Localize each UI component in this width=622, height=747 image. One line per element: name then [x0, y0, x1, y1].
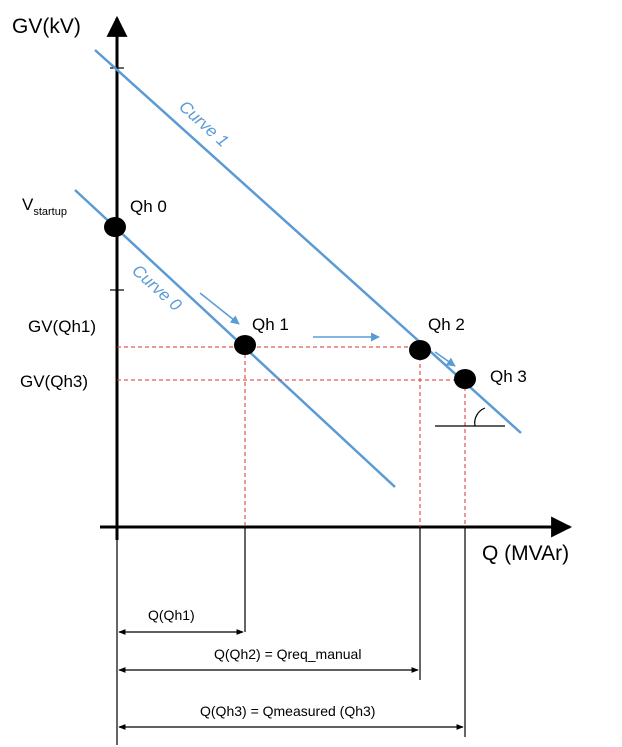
v-startup-label: Vstartup: [22, 195, 67, 218]
qh0-label: Qh 0: [130, 197, 167, 216]
slope-angle-arc: [474, 407, 486, 427]
move-arrow-1: [199, 292, 240, 325]
dim-label-q-qh3: Q(Qh3) = Qmeasured (Qh3): [200, 703, 375, 719]
curve-1-label: Curve 1: [175, 97, 232, 151]
gv-qh1-label: GV(Qh1): [28, 317, 96, 336]
qh2-label: Qh 2: [428, 315, 465, 334]
qh1-label: Qh 1: [252, 315, 289, 334]
v-startup-main: V: [22, 195, 34, 214]
curve-0-label: Curve 0: [128, 261, 185, 315]
x-axis-label: Q (MVAr): [482, 542, 569, 565]
point-qh0: [104, 217, 126, 237]
dim-label-q-qh1: Q(Qh1): [148, 607, 195, 623]
gv-qh3-label: GV(Qh3): [20, 372, 88, 391]
curve-1-line: [94, 49, 522, 434]
point-qh2: [409, 340, 431, 360]
move-arrow-3: [434, 351, 456, 367]
dim-label-q-qh2: Q(Qh2) = Qreq_manual: [214, 646, 361, 662]
v-startup-sub: startup: [33, 206, 67, 218]
point-qh3: [454, 369, 476, 389]
qh3-label: Qh 3: [490, 367, 527, 386]
point-qh1: [234, 335, 256, 355]
y-axis-label: GV(kV): [12, 15, 81, 38]
curve-0-line: [74, 189, 396, 488]
